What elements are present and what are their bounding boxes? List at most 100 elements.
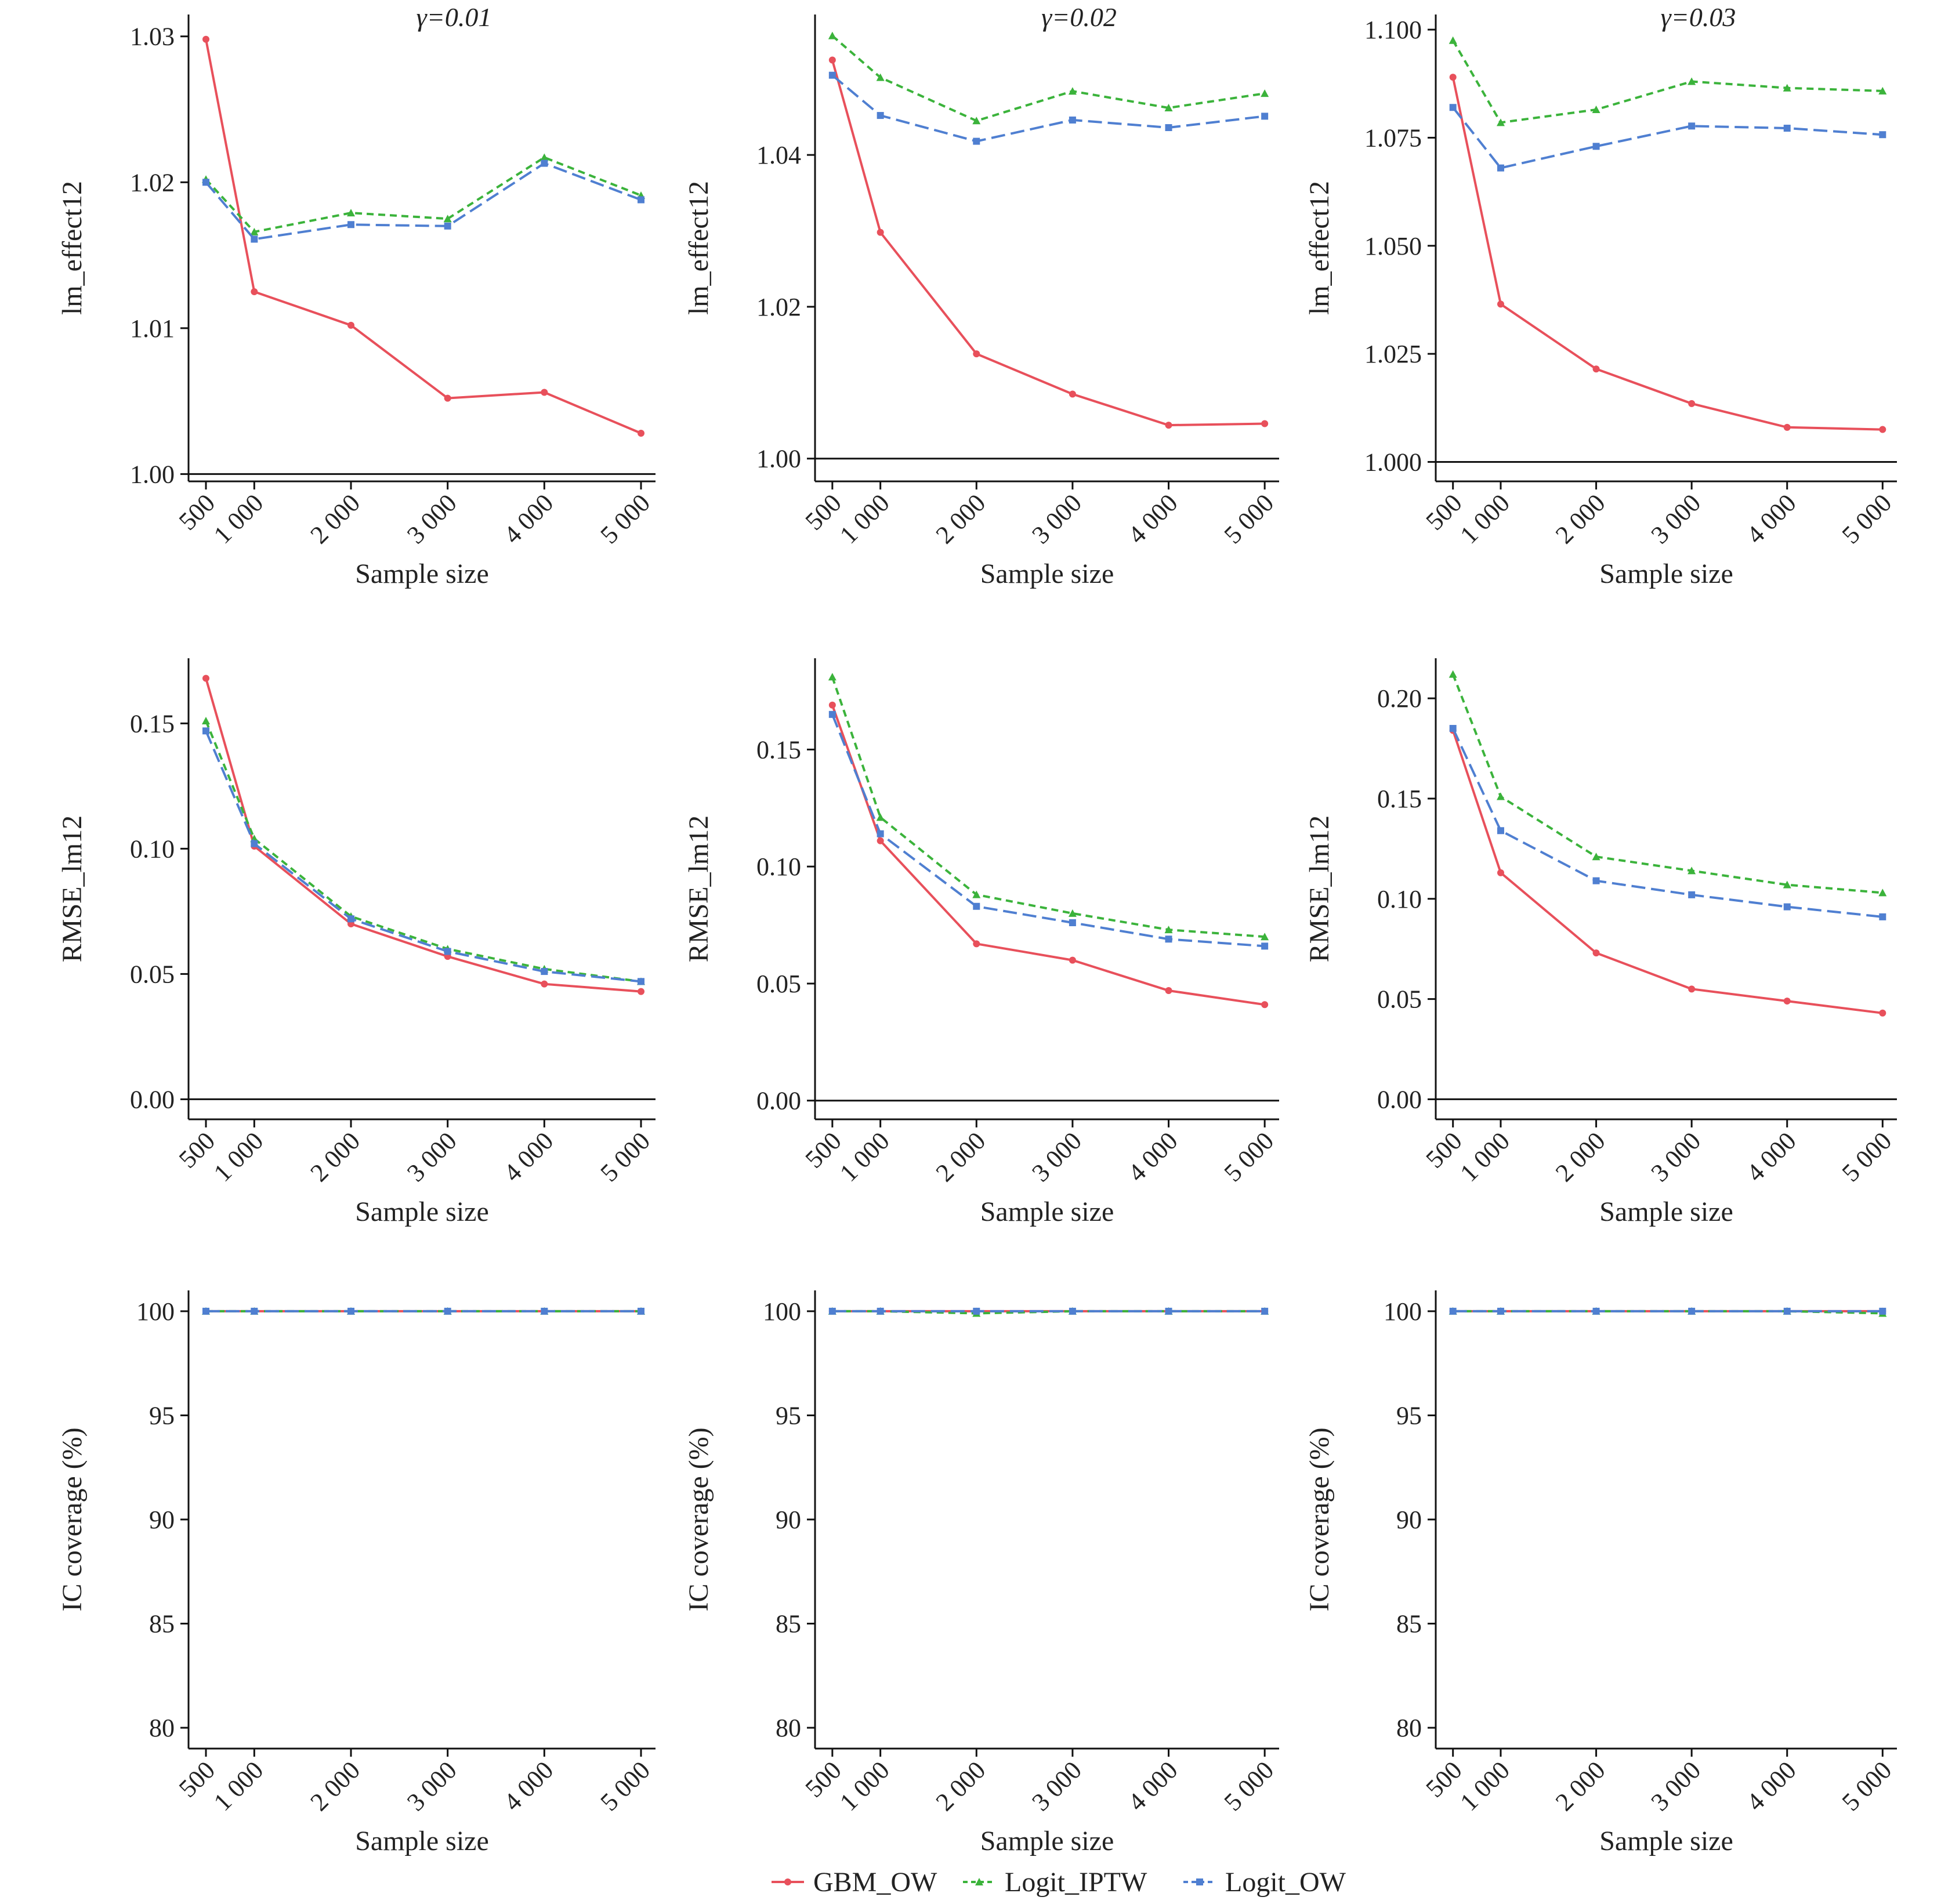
data-point bbox=[1879, 1307, 1886, 1315]
data-point bbox=[1592, 877, 1600, 884]
data-point bbox=[1879, 1009, 1886, 1017]
y-tick-label: 95 bbox=[149, 1401, 175, 1430]
x-axis-label: Sample size bbox=[980, 1196, 1114, 1227]
series-line bbox=[1451, 673, 1883, 894]
series-logit-iptw bbox=[1448, 36, 1887, 126]
data-point bbox=[877, 830, 884, 837]
data-point bbox=[1592, 949, 1600, 957]
legend-marker bbox=[784, 1878, 791, 1885]
data-point bbox=[347, 209, 355, 217]
series-line bbox=[831, 59, 1265, 427]
data-point bbox=[828, 1307, 836, 1315]
data-point bbox=[1261, 1307, 1269, 1315]
data-point bbox=[1165, 935, 1172, 943]
legend-item-logit-ow: Logit_OW bbox=[1183, 1867, 1346, 1898]
y-tick-label: 1.02 bbox=[756, 293, 801, 321]
data-point bbox=[1449, 104, 1457, 111]
series-line bbox=[205, 720, 642, 983]
data-point bbox=[973, 940, 980, 948]
y-tick-label: 0.05 bbox=[756, 970, 801, 998]
panel-title: γ=0.02 bbox=[1041, 2, 1117, 32]
data-point bbox=[877, 837, 884, 844]
data-point bbox=[1449, 724, 1457, 732]
y-tick-label: 90 bbox=[776, 1506, 801, 1534]
y-tick-label: 1.04 bbox=[756, 141, 801, 169]
data-point bbox=[1783, 880, 1791, 888]
legend-label: Logit_OW bbox=[1225, 1867, 1346, 1898]
y-axis-label: RMSE_lm12 bbox=[683, 815, 714, 962]
series-line bbox=[1451, 730, 1883, 1014]
data-point bbox=[877, 112, 884, 119]
series-logit-ow bbox=[828, 71, 1269, 145]
panel-title: γ=0.03 bbox=[1661, 2, 1736, 32]
y-tick-label: 0.10 bbox=[1377, 885, 1422, 913]
data-point bbox=[1592, 365, 1600, 373]
data-point bbox=[1592, 143, 1600, 150]
y-tick-label: 1.100 bbox=[1364, 16, 1422, 44]
y-tick-label: 0.20 bbox=[1377, 684, 1422, 713]
data-point bbox=[1688, 122, 1696, 130]
y-tick-label: 85 bbox=[1396, 1610, 1422, 1638]
data-point bbox=[828, 71, 836, 79]
y-tick-label: 1.02 bbox=[130, 168, 175, 197]
y-tick-label: 1.03 bbox=[130, 23, 175, 51]
series-gbm-ow bbox=[828, 56, 1269, 429]
series-line bbox=[205, 156, 642, 233]
data-point bbox=[1261, 942, 1269, 950]
data-point bbox=[1783, 423, 1791, 431]
data-point bbox=[444, 394, 451, 402]
series-line bbox=[1451, 77, 1883, 431]
y-tick-label: 80 bbox=[776, 1714, 801, 1742]
data-point bbox=[444, 1307, 451, 1315]
y-tick-label: 80 bbox=[1396, 1714, 1422, 1742]
data-point bbox=[1783, 903, 1791, 911]
data-point bbox=[1879, 913, 1886, 920]
data-point bbox=[1592, 853, 1600, 861]
y-tick-label: 1.00 bbox=[130, 460, 175, 488]
data-point bbox=[1449, 74, 1457, 81]
series-gbm-ow bbox=[828, 701, 1269, 1009]
legend: GBM_OW Logit_IPTW Logit_OW bbox=[772, 1867, 1346, 1898]
data-point bbox=[1497, 164, 1504, 172]
data-point bbox=[1261, 1001, 1269, 1009]
x-axis-label: Sample size bbox=[1599, 1196, 1733, 1227]
series-logit-iptw bbox=[1448, 670, 1887, 897]
y-tick-label: 1.000 bbox=[1364, 448, 1422, 476]
y-tick-label: 0.10 bbox=[756, 853, 801, 881]
series-logit-iptw bbox=[828, 673, 1269, 941]
data-point bbox=[250, 227, 259, 235]
legend-label: GBM_OW bbox=[813, 1867, 937, 1898]
series-line bbox=[1452, 107, 1883, 169]
data-point bbox=[1164, 104, 1173, 111]
series-logit-ow bbox=[828, 710, 1269, 950]
series-logit-ow bbox=[1449, 1307, 1886, 1315]
series-logit-ow bbox=[202, 159, 644, 243]
x-axis-label: Sample size bbox=[355, 558, 489, 589]
y-axis-label: IC coverage (%) bbox=[683, 1427, 714, 1611]
data-point bbox=[828, 31, 836, 39]
series-line bbox=[205, 730, 642, 983]
x-axis-label: Sample size bbox=[1599, 1826, 1733, 1856]
y-tick-label: 90 bbox=[1396, 1506, 1422, 1534]
legend-marker bbox=[975, 1878, 983, 1885]
data-point bbox=[1783, 998, 1791, 1005]
data-point bbox=[876, 73, 885, 81]
data-point bbox=[1592, 1307, 1600, 1315]
data-point bbox=[1261, 933, 1269, 941]
data-point bbox=[973, 902, 980, 910]
legend-label: Logit_IPTW bbox=[1005, 1867, 1147, 1898]
data-point bbox=[638, 196, 644, 204]
y-tick-label: 0.15 bbox=[130, 709, 175, 738]
data-point bbox=[828, 56, 836, 64]
data-point bbox=[828, 701, 836, 709]
data-point bbox=[1069, 919, 1076, 927]
data-point bbox=[251, 1307, 258, 1315]
y-tick-label: 95 bbox=[1396, 1401, 1422, 1430]
data-point bbox=[1165, 1307, 1172, 1315]
data-point bbox=[1687, 77, 1696, 85]
y-tick-label: 95 bbox=[776, 1401, 801, 1430]
data-point bbox=[202, 717, 210, 725]
series-logit-ow bbox=[202, 727, 644, 985]
data-point bbox=[541, 159, 548, 167]
